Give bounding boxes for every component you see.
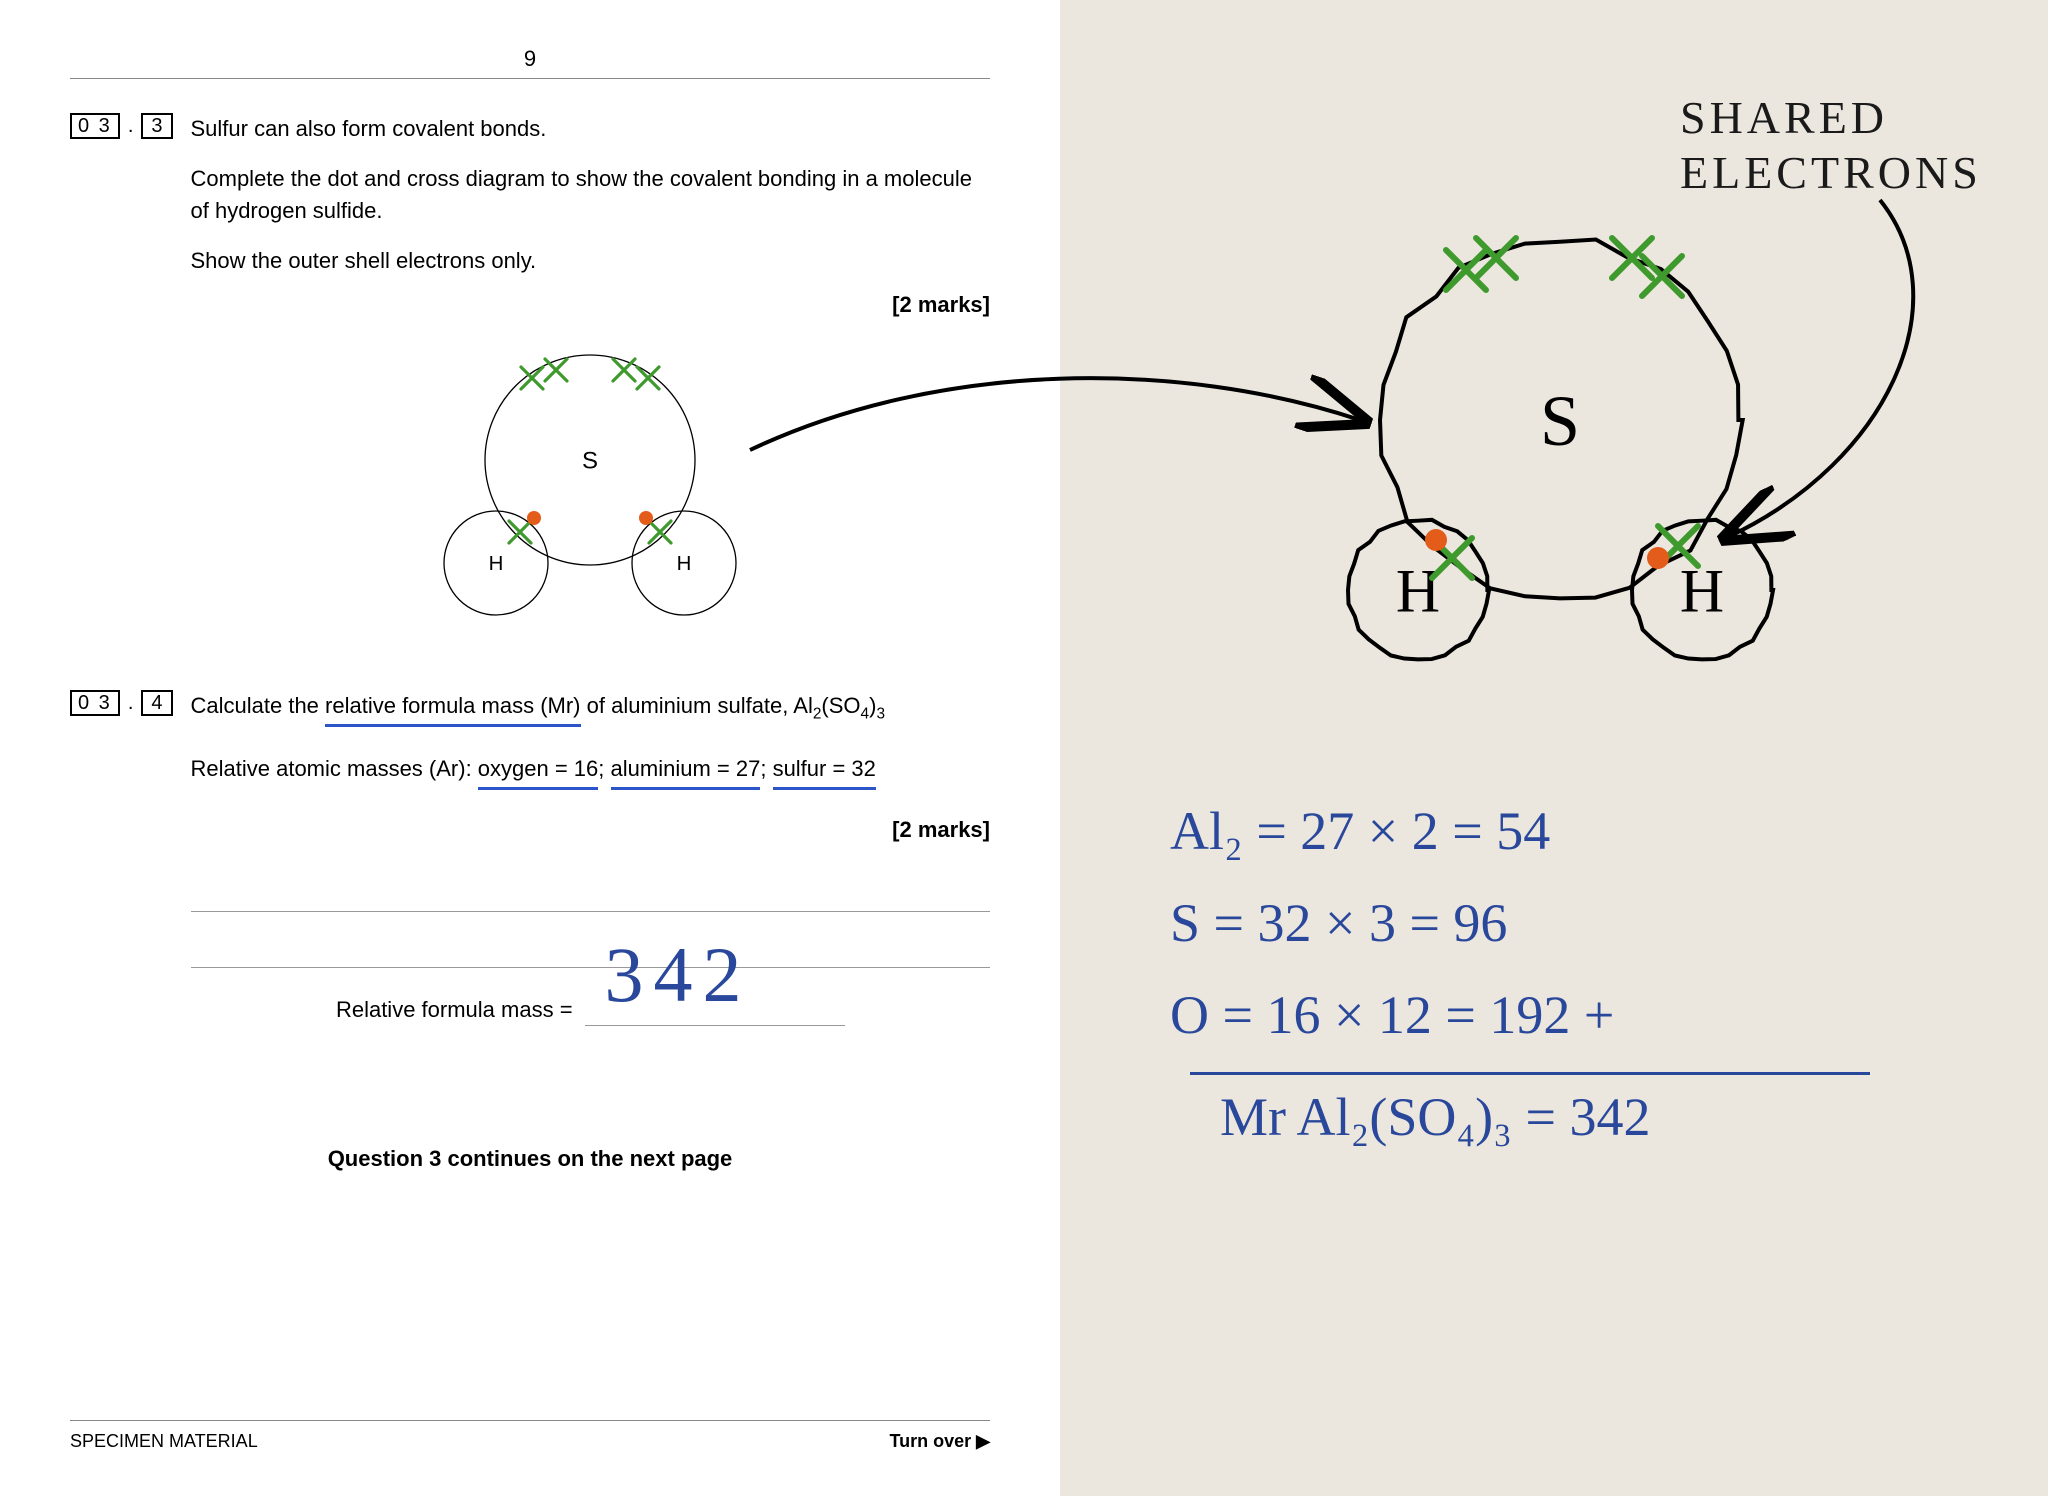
question-number-03-3: 0 3 . 3 <box>70 113 173 139</box>
answer-lines <box>191 856 991 968</box>
header-rule <box>70 78 990 79</box>
notes-panel: SHARED ELECTRONS SHH Al₂ = 27 × 2 = 5 <box>1060 0 2048 1496</box>
qnum-sub: 4 <box>141 690 172 716</box>
written-answer-342: 342 <box>605 918 752 1031</box>
sum-rule <box>1190 1072 1870 1075</box>
q033-text-2: Complete the dot and cross diagram to sh… <box>191 163 991 227</box>
shared-arrow <box>1660 180 2048 680</box>
underline-mr: relative formula mass (Mr) <box>325 690 580 727</box>
page-number: 9 <box>70 46 990 72</box>
continue-text: Question 3 continues on the next page <box>70 1146 990 1172</box>
qnum-main: 0 3 <box>70 690 120 716</box>
mr-answer-row: Relative formula mass = 342 <box>191 982 991 1026</box>
q034-marks: [2 marks] <box>191 814 991 846</box>
q033-marks: [2 marks] <box>191 289 991 321</box>
svg-text:S: S <box>1540 381 1580 461</box>
calc-line-4: Mr Al₂(SO₄)₃ = 342 <box>1220 1086 1650 1148</box>
page-footer: SPECIMEN MATERIAL Turn over ▶ <box>70 1420 990 1452</box>
q033-text-3: Show the outer shell electrons only. <box>191 245 991 277</box>
qnum-sub: 3 <box>141 113 172 139</box>
q034-text-2: Relative atomic masses (Ar): oxygen = 16… <box>191 753 991 790</box>
q033-text-1: Sulfur can also form covalent bonds. <box>191 113 991 145</box>
mr-blank: 342 <box>585 982 845 1026</box>
question-body-03-4: Calculate the relative formula mass (Mr)… <box>191 690 991 1026</box>
svg-text:H: H <box>489 554 504 576</box>
footer-rule <box>70 1420 990 1421</box>
footer-left: SPECIMEN MATERIAL <box>70 1431 258 1452</box>
question-03-4: 0 3 . 4 Calculate the relative formula m… <box>70 690 990 1026</box>
svg-text:H: H <box>677 554 692 576</box>
q034-text-1: Calculate the relative formula mass (Mr)… <box>191 690 991 727</box>
answer-line <box>191 856 991 912</box>
question-number-03-4: 0 3 . 4 <box>70 690 173 716</box>
footer-turn-over: Turn over ▶ <box>889 1431 990 1452</box>
exam-page: 9 0 3 . 3 Sulfur can also form covalent … <box>0 0 1060 1496</box>
answer-line <box>191 912 991 968</box>
svg-text:S: S <box>582 448 598 475</box>
mr-label: Relative formula mass = <box>336 994 573 1026</box>
calc-line-3: O = 16 × 12 = 192 + <box>1170 984 1614 1046</box>
calc-line-1: Al₂ = 27 × 2 = 54 <box>1170 800 1550 862</box>
calc-line-2: S = 32 × 3 = 96 <box>1170 892 1507 954</box>
qnum-main: 0 3 <box>70 113 120 139</box>
pointer-arrow <box>720 320 1520 580</box>
